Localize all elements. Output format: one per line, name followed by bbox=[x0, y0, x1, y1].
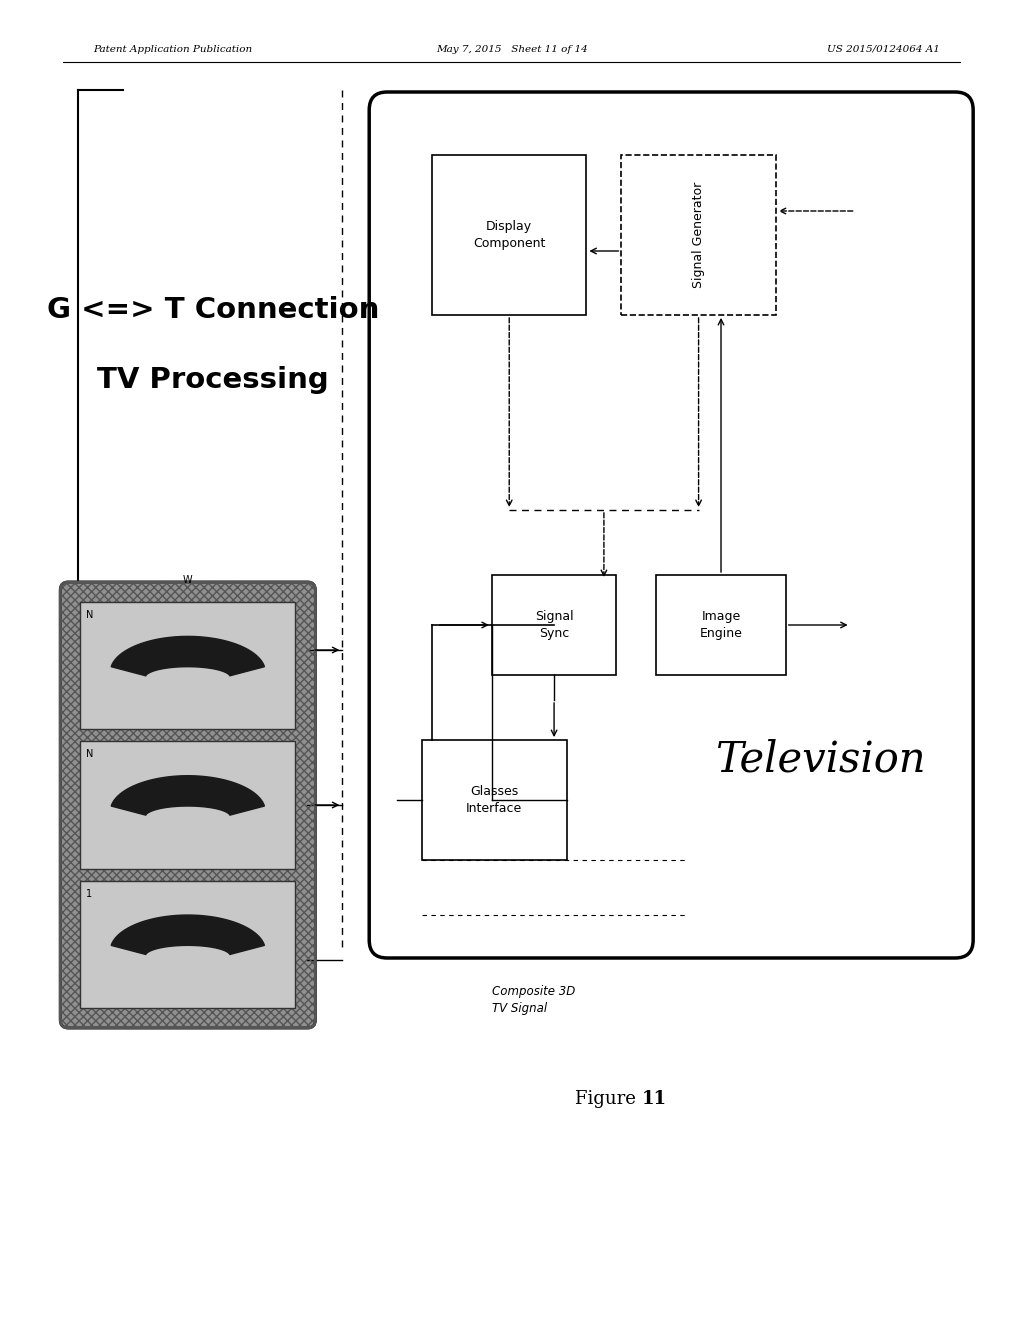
Text: Signal
Sync: Signal Sync bbox=[534, 610, 573, 640]
Text: Television: Television bbox=[714, 739, 925, 781]
FancyBboxPatch shape bbox=[369, 92, 972, 958]
Text: Display
Component: Display Component bbox=[473, 220, 545, 249]
Text: Patent Application Publication: Patent Application Publication bbox=[93, 45, 252, 54]
Bar bbox=[621, 154, 775, 315]
Text: May 7, 2015   Sheet 11 of 14: May 7, 2015 Sheet 11 of 14 bbox=[435, 45, 587, 54]
Text: Image
Engine: Image Engine bbox=[699, 610, 742, 640]
Text: W: W bbox=[182, 576, 193, 585]
Text: TV Processing: TV Processing bbox=[97, 366, 328, 393]
Polygon shape bbox=[111, 636, 264, 676]
Text: Glasses
Interface: Glasses Interface bbox=[466, 785, 522, 814]
Text: N: N bbox=[86, 610, 94, 620]
Bar bbox=[491, 576, 615, 675]
FancyBboxPatch shape bbox=[60, 582, 315, 1028]
Text: US 2015/0124064 A1: US 2015/0124064 A1 bbox=[826, 45, 940, 54]
Text: Figure: Figure bbox=[574, 1090, 641, 1107]
Text: 11: 11 bbox=[641, 1090, 665, 1107]
Text: N: N bbox=[86, 750, 94, 759]
Bar bbox=[432, 154, 586, 315]
Bar bbox=[655, 576, 785, 675]
Polygon shape bbox=[111, 776, 264, 816]
Text: Composite 3D
TV Signal: Composite 3D TV Signal bbox=[491, 985, 575, 1015]
Polygon shape bbox=[111, 915, 264, 954]
Bar bbox=[81, 742, 296, 869]
Text: Signal Generator: Signal Generator bbox=[692, 182, 704, 288]
Bar bbox=[81, 880, 296, 1008]
Bar bbox=[81, 602, 296, 730]
Text: G <=> T Connection: G <=> T Connection bbox=[47, 296, 378, 323]
Bar bbox=[422, 741, 566, 861]
Text: 1: 1 bbox=[86, 888, 92, 899]
